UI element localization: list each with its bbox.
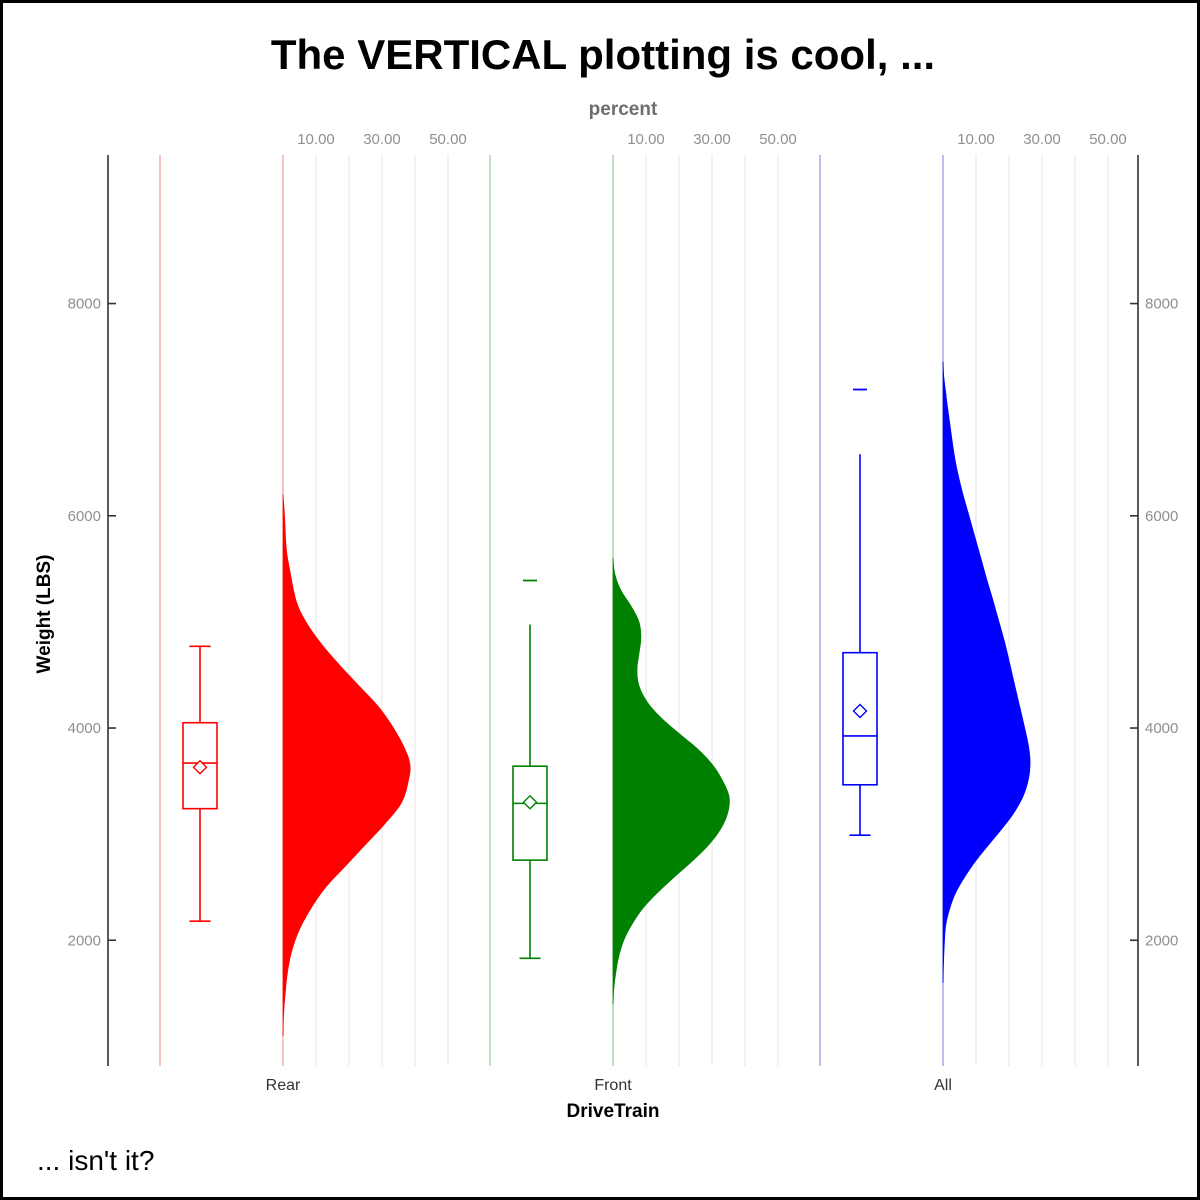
percent-tick-label: 30.00 [363,131,401,148]
y-tick-label-right: 6000 [1145,508,1178,525]
percent-tick-label: 10.00 [627,131,665,148]
chart-title: The VERTICAL plotting is cool, ... [270,31,936,78]
half-violin-front [612,558,730,1004]
percent-tick-label: 30.00 [693,131,731,148]
y-tick-label-left: 8000 [68,296,101,313]
boxplot-layer [182,388,878,960]
percent-tick-label: 50.00 [429,131,467,148]
y-tick-label-left: 6000 [68,508,101,525]
boxplot-rear [182,645,218,922]
half-violin-all [942,361,1031,983]
percent-tick-label: 10.00 [297,131,335,148]
percent-tick-label: 30.00 [1023,131,1061,148]
mean-diamond [192,759,208,775]
box [512,765,548,861]
category-label-rear: Rear [266,1077,301,1094]
axes-layer: 2000 2000 4000 4000 6000 6000 8000 8000 10.00 30.… [68,131,1179,1094]
plot-area: 2000 2000 4000 4000 6000 6000 8000 8000 10.00 30.… [68,131,1179,1094]
y-tick-label-left: 4000 [68,720,101,737]
box [842,651,878,786]
boxplot-all [842,388,878,836]
x-axis-label: DriveTrain [566,1101,660,1122]
top-axis-label: percent [588,99,658,120]
half-violin-rear [282,494,411,1036]
y-tick-label-right: 2000 [1145,932,1178,949]
percent-tick-label: 10.00 [957,131,995,148]
category-label-front: Front [594,1077,632,1094]
y-tick-label-left: 2000 [68,932,101,949]
percent-tick-label: 50.00 [759,131,797,148]
y-tick-label-right: 8000 [1145,296,1178,313]
violin-layer [282,361,1031,1036]
mean-diamond [522,794,538,810]
boxplot-front [512,579,548,960]
footnote: ... isn't it? [37,1145,155,1176]
y-tick-label-right: 4000 [1145,720,1178,737]
percent-tick-label: 50.00 [1089,131,1127,148]
category-label-all: All [934,1077,952,1094]
mean-diamond [852,703,868,719]
